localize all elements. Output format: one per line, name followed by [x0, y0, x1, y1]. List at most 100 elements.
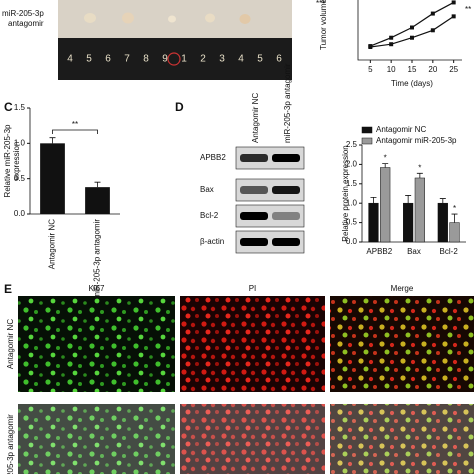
column-header: Merge: [391, 284, 414, 293]
tumor: [239, 14, 251, 24]
point: [389, 35, 394, 40]
y-tick-label: 1.0: [346, 198, 358, 207]
x-tick-label: APBB2: [366, 247, 392, 256]
point: [451, 14, 456, 19]
ruler-number: 7: [124, 54, 130, 65]
legend-label: Antagomir miR-205-3p: [376, 136, 457, 145]
y-tick-label: 1.5: [346, 179, 358, 188]
panel-label: E: [4, 282, 12, 296]
y-axis-label: expression: [12, 142, 21, 181]
point: [410, 25, 414, 30]
y-tick-label: 0.5: [14, 174, 26, 183]
blot-frame: [235, 178, 305, 202]
y-tick-label: 1.0: [14, 138, 26, 147]
ruler-number: 9: [162, 54, 168, 65]
blot-band: [272, 186, 300, 194]
micrograph: [180, 404, 325, 474]
column-header: Ki67: [88, 284, 105, 293]
micrograph: [18, 404, 175, 474]
x-tick-label: Bcl-2: [440, 247, 459, 256]
blot-frame: [235, 146, 305, 170]
point: [430, 28, 435, 33]
point: [389, 42, 394, 47]
significance: **: [72, 120, 78, 129]
y-axis-label: Relative protein expression: [341, 145, 350, 242]
blot-column-label: Antagomir NC: [251, 93, 260, 143]
legend-swatch: [361, 126, 373, 134]
blot-band: [272, 212, 300, 220]
point: [451, 0, 456, 5]
row-label: miR-205-3p antagomir: [6, 414, 15, 474]
error-bar: [451, 213, 458, 223]
y-tick-label: 0.0: [346, 237, 358, 246]
ruler-number: 6: [276, 54, 282, 65]
micrograph: [18, 296, 175, 392]
tumor: [168, 15, 176, 23]
ruler-number: 8: [143, 54, 149, 65]
panel-label: C: [4, 100, 13, 114]
ruler-number: 2: [200, 54, 206, 65]
bar: [414, 177, 425, 243]
annotation: **: [465, 5, 471, 14]
y-axis-label: Tumor volume: [319, 0, 328, 50]
x-tick-label: 25: [449, 65, 458, 74]
tumor: [84, 13, 96, 23]
bar: [449, 222, 460, 243]
ruler-number: 3: [219, 54, 225, 65]
ruler-number: 4: [238, 54, 244, 65]
ruler-marker: [167, 52, 181, 66]
point: [430, 11, 435, 16]
error-bar: [439, 198, 446, 204]
x-tick-label: Bax: [407, 247, 421, 256]
blot-frame: [235, 230, 305, 254]
ruler: [58, 38, 292, 80]
blot-band: [240, 154, 268, 162]
blot-band: [240, 186, 268, 194]
blot-row-label: APBB2: [200, 153, 226, 162]
blot-row-label: β-actin: [200, 237, 224, 246]
blot-band: [272, 154, 300, 162]
column-header: PI: [249, 284, 257, 293]
x-tick-label: miR-205-3p antagomir: [93, 219, 102, 299]
blot-band: [272, 238, 300, 246]
point: [410, 35, 414, 40]
ruler-number: 5: [86, 54, 92, 65]
legend-label: Antagomir NC: [376, 125, 426, 134]
x-tick-label: 5: [368, 65, 373, 74]
y-tick-label: 0.0: [14, 209, 26, 218]
error-bar: [370, 196, 377, 204]
error-bar: [382, 163, 389, 168]
bar: [403, 202, 414, 243]
y-tick-label: 0.5: [346, 218, 358, 227]
y-tick-label: 1.5: [14, 103, 26, 112]
y-tick-label: 2.0: [346, 160, 358, 169]
bar: [437, 202, 448, 243]
blot-band: [240, 238, 268, 246]
bar: [85, 187, 110, 214]
ruler-number: 1: [181, 54, 187, 65]
y-axis-label: Relative miR-205-3p: [3, 124, 12, 197]
x-axis-label: Time (days): [391, 79, 433, 88]
blot-frame: [235, 204, 305, 228]
error-bar: [49, 137, 56, 144]
micrograph: [180, 296, 325, 392]
significance: *: [453, 204, 456, 213]
ruler-number: 4: [67, 54, 73, 65]
tumors: [84, 12, 251, 24]
error-bar: [94, 181, 101, 188]
photo-label: miR-205-3p: [2, 9, 44, 18]
row-label: Antagomir NC: [6, 319, 15, 369]
blot-band: [240, 212, 268, 220]
photo-label: antagomir: [8, 19, 44, 28]
blot-row-label: Bax: [200, 185, 214, 194]
bar: [380, 167, 391, 243]
bar: [368, 202, 379, 243]
error-bar: [416, 172, 423, 178]
blot-column-label: miR-205-3p antagomir: [283, 63, 292, 143]
x-tick-label: 20: [428, 65, 437, 74]
ruler-number: 5: [257, 54, 263, 65]
error-bar: [405, 195, 412, 204]
micrograph: [330, 404, 474, 474]
x-tick-label: 10: [387, 65, 396, 74]
